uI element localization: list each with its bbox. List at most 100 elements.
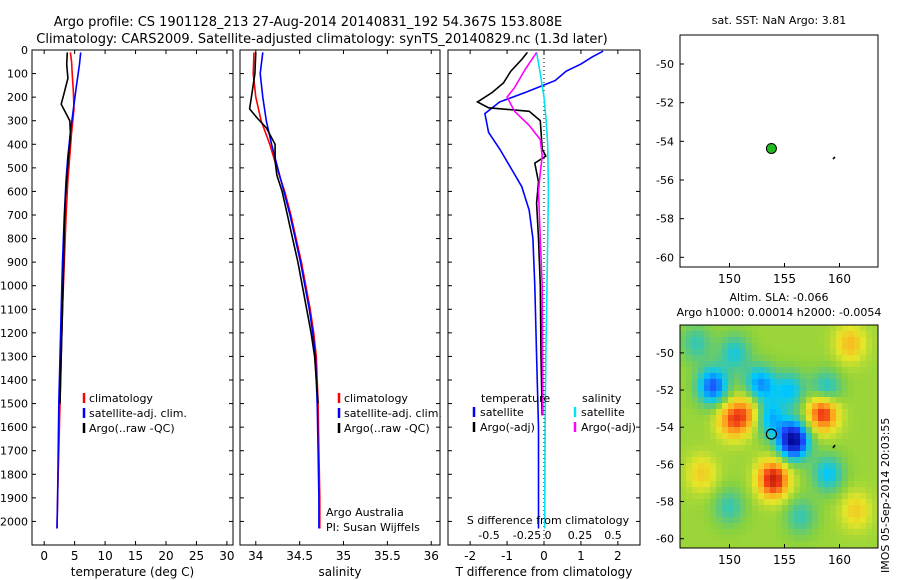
sla-map-heatmap-cell: [764, 511, 770, 517]
sla-map-heatmap-cell: [848, 469, 854, 475]
sla-map-heatmap-cell: [710, 427, 716, 433]
sla-map-heatmap-cell: [722, 505, 728, 511]
sla-map-heatmap-cell: [812, 529, 818, 535]
sla-map-heatmap-cell: [704, 505, 710, 511]
sla-map-heatmap-cell: [680, 487, 686, 493]
sla-map-heatmap-cell: [800, 469, 806, 475]
sla-map-heatmap-cell: [716, 349, 722, 355]
sla-map-heatmap-cell: [698, 487, 704, 493]
sla-map-heatmap-cell: [698, 541, 704, 547]
sla-map-heatmap-cell: [788, 451, 794, 457]
sla-map-heatmap-cell: [842, 439, 848, 445]
sla-map-heatmap-cell: [872, 451, 878, 457]
sla-map-heatmap-cell: [728, 433, 734, 439]
sla-map-heatmap-cell: [818, 361, 824, 367]
sla-map-heatmap-cell: [734, 349, 740, 355]
sla-map-heatmap-cell: [734, 403, 740, 409]
salinity-legend-label: Argo(..raw -QC): [344, 422, 430, 435]
sla-map-heatmap-cell: [698, 511, 704, 517]
sla-map-heatmap-cell: [872, 439, 878, 445]
sla-map-heatmap-cell: [854, 451, 860, 457]
sla-map-heatmap-cell: [812, 517, 818, 523]
sla-map-heatmap-cell: [800, 433, 806, 439]
sla-map-heatmap-cell: [854, 331, 860, 337]
sla-map-heatmap-cell: [758, 505, 764, 511]
sla-map-heatmap-cell: [752, 415, 758, 421]
sla-map-heatmap-cell: [710, 355, 716, 361]
sla-map-heatmap-cell: [788, 373, 794, 379]
sla-map-heatmap-cell: [794, 541, 800, 547]
sla-map-heatmap-cell: [728, 325, 734, 331]
sla-map-heatmap-cell: [722, 421, 728, 427]
sla-map-heatmap-cell: [836, 427, 842, 433]
sla-map-heatmap-cell: [860, 451, 866, 457]
sla-map-heatmap-cell: [770, 337, 776, 343]
sla-map-heatmap-cell: [710, 541, 716, 547]
sla-map-heatmap-cell: [806, 475, 812, 481]
sla-map-heatmap-cell: [686, 397, 692, 403]
sla-map-heatmap-cell: [788, 409, 794, 415]
sla-map-heatmap-cell: [782, 385, 788, 391]
sla-map-heatmap-cell: [830, 475, 836, 481]
sla-map-heatmap-cell: [848, 445, 854, 451]
sla-map-heatmap-cell: [854, 427, 860, 433]
sla-map-heatmap-cell: [716, 517, 722, 523]
sla-map-heatmap-cell: [824, 433, 830, 439]
sla-map-heatmap-cell: [764, 463, 770, 469]
differences-xtick-label: 2: [614, 549, 622, 563]
sla-map-heatmap-cell: [782, 427, 788, 433]
sla-map-heatmap-cell: [776, 385, 782, 391]
sla-map-heatmap-cell: [692, 445, 698, 451]
sla-map-heatmap-cell: [752, 523, 758, 529]
sla-map-heatmap-cell: [788, 367, 794, 373]
sla-map-heatmap-cell: [704, 463, 710, 469]
sla-map-heatmap-cell: [770, 409, 776, 415]
sla-map-heatmap-cell: [800, 331, 806, 337]
sla-map-heatmap-cell: [770, 469, 776, 475]
sla-map-heatmap-cell: [770, 355, 776, 361]
sla-map-heatmap-cell: [686, 457, 692, 463]
differences-xtick-label: 1: [577, 549, 585, 563]
sla-map-heatmap-cell: [710, 361, 716, 367]
sla-map-heatmap-cell: [740, 343, 746, 349]
sla-map-heatmap-cell: [854, 463, 860, 469]
sla-map-heatmap-cell: [716, 409, 722, 415]
sla-map-heatmap-cell: [848, 379, 854, 385]
sla-map-heatmap-cell: [716, 367, 722, 373]
sla-map-heatmap-cell: [698, 475, 704, 481]
sla-map-heatmap-cell: [782, 499, 788, 505]
sla-map-heatmap-cell: [860, 325, 866, 331]
sla-map-heatmap-cell: [818, 505, 824, 511]
sla-map-heatmap-cell: [752, 337, 758, 343]
sla-map-heatmap-cell: [770, 331, 776, 337]
sla-map-heatmap-cell: [764, 499, 770, 505]
sla-map-heatmap-cell: [764, 385, 770, 391]
sla-map-heatmap-cell: [698, 499, 704, 505]
sla-map-heatmap-cell: [776, 343, 782, 349]
temperature-xlabel: temperature (deg C): [71, 565, 194, 579]
sla-map-heatmap-cell: [800, 493, 806, 499]
sla-map-heatmap-cell: [740, 427, 746, 433]
differences-series-0-line: [484, 50, 604, 529]
sla-map-heatmap-cell: [794, 433, 800, 439]
sla-map-heatmap-cell: [710, 391, 716, 397]
sla-map-heatmap-cell: [836, 523, 842, 529]
temperature-ytick-label: 800: [7, 233, 28, 246]
differences-legend-header-temperature: temperature: [481, 392, 550, 405]
sla-map-heatmap-cell: [716, 403, 722, 409]
sla-map-heatmap-cell: [848, 415, 854, 421]
sla-map-heatmap-cell: [842, 463, 848, 469]
sla-map-heatmap-cell: [728, 373, 734, 379]
sla-map-heatmap-cell: [740, 487, 746, 493]
sla-map-heatmap-cell: [764, 451, 770, 457]
sla-map-heatmap-cell: [812, 427, 818, 433]
temperature-series-0-line: [56, 52, 75, 529]
sla-map-heatmap-cell: [782, 397, 788, 403]
sla-map-heatmap-cell: [734, 481, 740, 487]
sla-map-heatmap-cell: [860, 469, 866, 475]
sla-map-heatmap-cell: [782, 343, 788, 349]
sla-map-heatmap-cell: [824, 385, 830, 391]
sla-map-heatmap-cell: [854, 397, 860, 403]
sla-map-heatmap-cell: [746, 493, 752, 499]
sla-map-heatmap-cell: [800, 499, 806, 505]
